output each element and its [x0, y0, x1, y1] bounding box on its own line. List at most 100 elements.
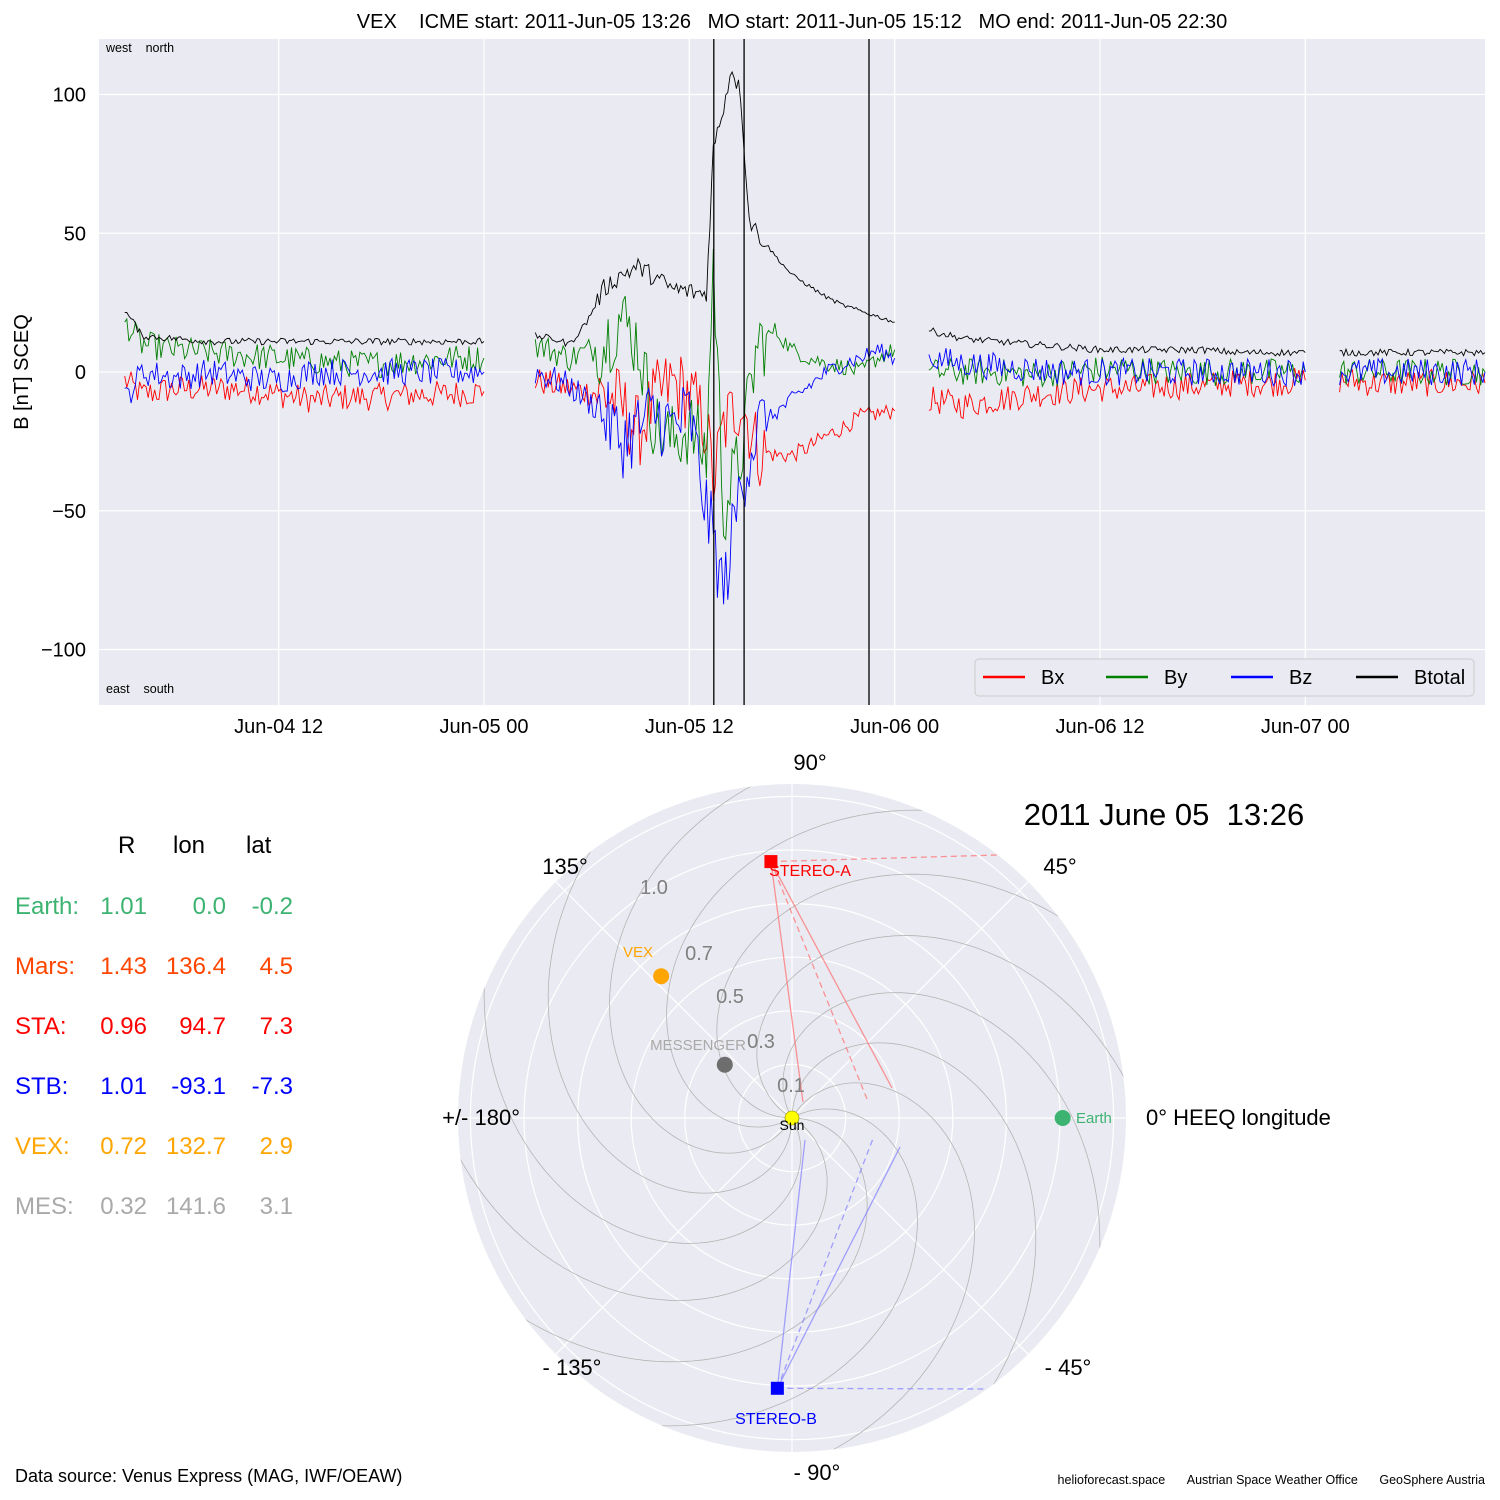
table-cell-lat: 4.5 [259, 953, 293, 980]
angle-label: - 45° [1045, 1355, 1092, 1380]
angular-spoke [555, 881, 793, 1119]
legend-box [974, 658, 1475, 697]
table-cell-lon: 141.6 [165, 1193, 226, 1220]
table-cell-lat: -7.3 [251, 1073, 293, 1100]
legend-label-btotal: Btotal [1414, 667, 1465, 689]
fov-line [770, 861, 868, 1100]
fov-line [776, 1135, 875, 1389]
table-cell-lon: 0.0 [192, 893, 226, 920]
table-cell-R: 0.96 [100, 1013, 147, 1040]
table-cell-name: MES: [15, 1193, 74, 1220]
parker-spiral [609, 784, 815, 1154]
credit-aswo: Austrian Space Weather Office [1186, 1473, 1358, 1487]
parker-spiral [791, 1042, 1037, 1440]
legend-label-bz: Bz [1289, 667, 1312, 689]
table-cell-lat: -0.2 [251, 893, 293, 920]
table-cell-lat: 3.1 [259, 1193, 293, 1220]
table-cell-lon: 136.4 [165, 953, 226, 980]
legend: Bx By Bz Btotal [974, 658, 1475, 697]
angle-label: 0° HEEQ longitude [1146, 1105, 1331, 1130]
timeseries-series [124, 70, 1486, 605]
credit-helioforecast: helioforecast.space [1057, 1473, 1166, 1487]
fov-line [770, 854, 999, 863]
table-cell-lat: 2.9 [259, 1133, 293, 1160]
radial-label: 0.5 [716, 986, 744, 1008]
body-label-stereo-b: STEREO-B [735, 1411, 817, 1428]
y-tick-label: 0 [75, 362, 86, 384]
fov-line [770, 861, 804, 1103]
table-cell-name: STB: [15, 1073, 69, 1100]
fov-line [776, 1139, 806, 1389]
table-header-r: R [118, 832, 136, 859]
fov-line [776, 1146, 901, 1389]
x-tick-label: Jun-06 12 [1056, 716, 1145, 738]
table-cell-R: 1.01 [100, 893, 147, 920]
angle-label: +/- 180° [442, 1105, 520, 1130]
corner-label-west-north: west north [105, 41, 174, 55]
marker-messenger [716, 1056, 733, 1073]
polar-plot: 0.10.3 0.50.7 1.0 90° 45° 0° HEEQ longitude - … [442, 750, 1331, 1485]
series-line-bx [124, 356, 1486, 501]
corner-label-east-south: east south [106, 682, 174, 696]
timeseries-grid [99, 39, 1485, 705]
radial-label: 0.7 [685, 943, 713, 965]
parker-spiral [716, 873, 1114, 1119]
angular-spoke [791, 1117, 1029, 1355]
angle-label: 45° [1043, 854, 1076, 879]
marker-stereo-a [764, 855, 778, 869]
marker-stereo-b [770, 1381, 784, 1395]
table-cell-lon: 94.7 [179, 1013, 226, 1040]
parker-spiral [458, 1095, 828, 1301]
parker-spiral [593, 1108, 918, 1427]
event-lines [713, 39, 870, 705]
parker-spiral [547, 796, 793, 1194]
angle-label: - 90° [794, 1460, 841, 1485]
data-source-note: Data source: Venus Express (MAG, IWF/OEA… [15, 1466, 403, 1486]
body-label-sun: Sun [780, 1117, 805, 1133]
table-header-lat: lat [246, 832, 272, 859]
y-tick-label: −100 [41, 640, 86, 662]
angle-label: 135° [542, 854, 588, 879]
series-line-by [124, 248, 1486, 541]
table-cell-lon: -93.1 [171, 1073, 226, 1100]
parker-spiral [769, 1082, 975, 1452]
body-label-earth: Earth [1076, 1110, 1112, 1127]
y-tick-label: 50 [64, 223, 86, 245]
credits: helioforecast.space Austrian Space Weath… [1040, 1473, 1485, 1487]
body-label-stereo-a: STEREO-A [769, 863, 851, 880]
top-panel-title: VEX ICME start: 2011-Jun-05 13:26 MO sta… [357, 11, 1227, 33]
y-tick-label: −50 [52, 501, 86, 523]
table-cell-lat: 7.3 [259, 1013, 293, 1040]
parker-spiral [756, 935, 1126, 1141]
table-cell-name: Mars: [15, 953, 75, 980]
table-cell-R: 1.43 [100, 953, 147, 980]
body-label-vex: VEX [623, 944, 653, 961]
parker-spiral [782, 992, 1101, 1317]
marker-earth [1054, 1110, 1071, 1126]
angle-label: - 135° [543, 1355, 602, 1380]
series-line-bz [124, 343, 1486, 605]
legend-label-bx: Bx [1041, 667, 1064, 689]
radial-label: 0.1 [777, 1075, 805, 1097]
fov-line [777, 1387, 989, 1390]
x-tick-label: Jun-06 00 [850, 716, 939, 738]
polar-date-label: 2011 June 05 13:26 [1024, 797, 1304, 832]
legend-label-by: By [1164, 667, 1187, 689]
parker-spiral [470, 1117, 868, 1363]
radial-label: 1.0 [640, 877, 668, 899]
x-tick-label: Jun-07 00 [1261, 716, 1350, 738]
parker-spiral [483, 919, 802, 1244]
marker-vex [653, 968, 670, 985]
angular-spoke [555, 1117, 793, 1355]
angle-label: 90° [793, 750, 826, 775]
table-cell-R: 1.01 [100, 1073, 147, 1100]
angular-spoke [791, 881, 1029, 1119]
body-label-messenger: MESSENGER [650, 1037, 746, 1054]
table-cell-R: 0.72 [100, 1133, 147, 1160]
x-tick-label: Jun-05 00 [440, 716, 529, 738]
x-tick-label: Jun-05 12 [645, 716, 734, 738]
marker-sun [784, 1110, 800, 1126]
parker-spirals [458, 784, 1126, 1452]
x-tick-labels: Jun-04 12 Jun-05 00 Jun-05 12 Jun-06 00 Jun-… [234, 716, 1350, 738]
